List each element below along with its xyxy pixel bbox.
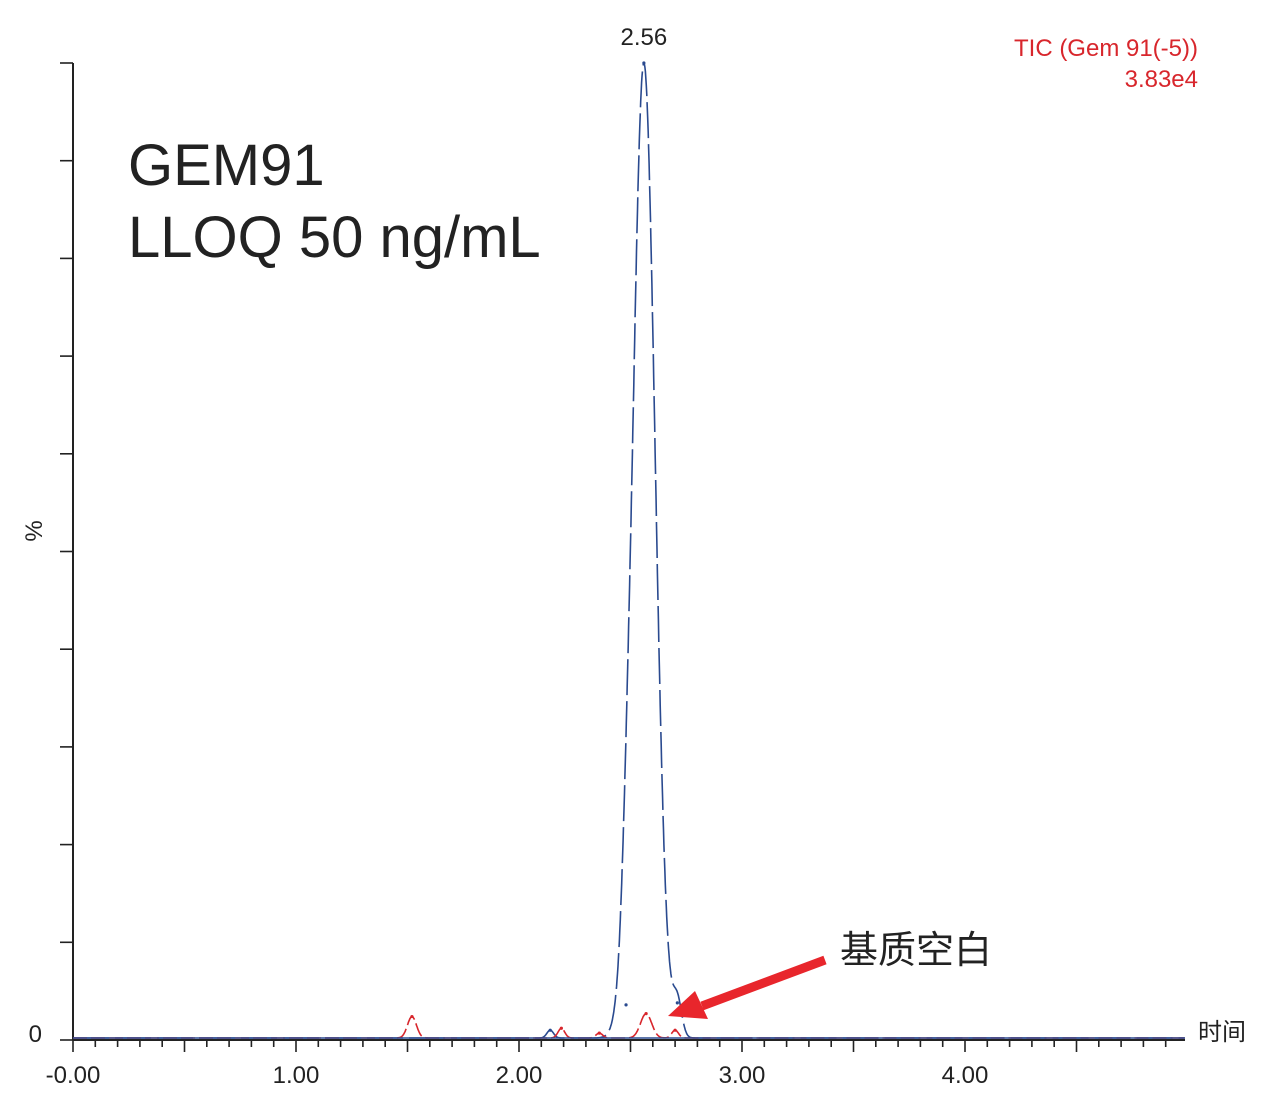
y-axis-ticks (60, 62, 73, 1041)
x-tick-label: 3.00 (719, 1062, 766, 1089)
x-tick-label: 1.00 (273, 1062, 320, 1089)
y-axis-label: % (21, 520, 48, 541)
legend-intensity: 3.83e4 (1125, 66, 1198, 93)
peak-rt-label: 2.56 (621, 24, 668, 51)
x-axis-label: 时间 (1198, 1018, 1246, 1046)
series-trace (73, 1012, 1185, 1039)
peak-apex (644, 1012, 648, 1016)
series-line (73, 1012, 1185, 1039)
annotation-arrow-head (668, 991, 708, 1019)
peak-apex (642, 61, 646, 65)
annotation-lloq: LLOQ 50 ng/mL (128, 205, 541, 270)
x-axis-tick-labels: -0.00 1.00 2.00 3.00 4.00 (46, 1062, 989, 1089)
annotation-arrow-shaft (700, 955, 827, 1011)
y-axis-zero-label: 0 (29, 1021, 42, 1048)
peak-apex (675, 1001, 679, 1005)
x-tick-label: 2.00 (496, 1062, 543, 1089)
peak-apex (548, 1028, 552, 1032)
x-axis-ticks (72, 1040, 1167, 1052)
peak-apex (559, 1026, 563, 1030)
peak-apex (624, 1003, 628, 1007)
peak-apex (597, 1031, 601, 1035)
series-layer (73, 61, 1185, 1039)
annotation-arrow-label: 基质空白 (840, 928, 992, 972)
peak-apex (673, 1028, 677, 1032)
x-tick-label: 4.00 (942, 1062, 989, 1089)
x-tick-label: -0.00 (46, 1062, 101, 1089)
legend-trace-name: TIC (Gem 91(-5)) (1014, 35, 1198, 62)
peak-apex (410, 1014, 414, 1019)
annotation-compound: GEM91 (128, 133, 325, 198)
